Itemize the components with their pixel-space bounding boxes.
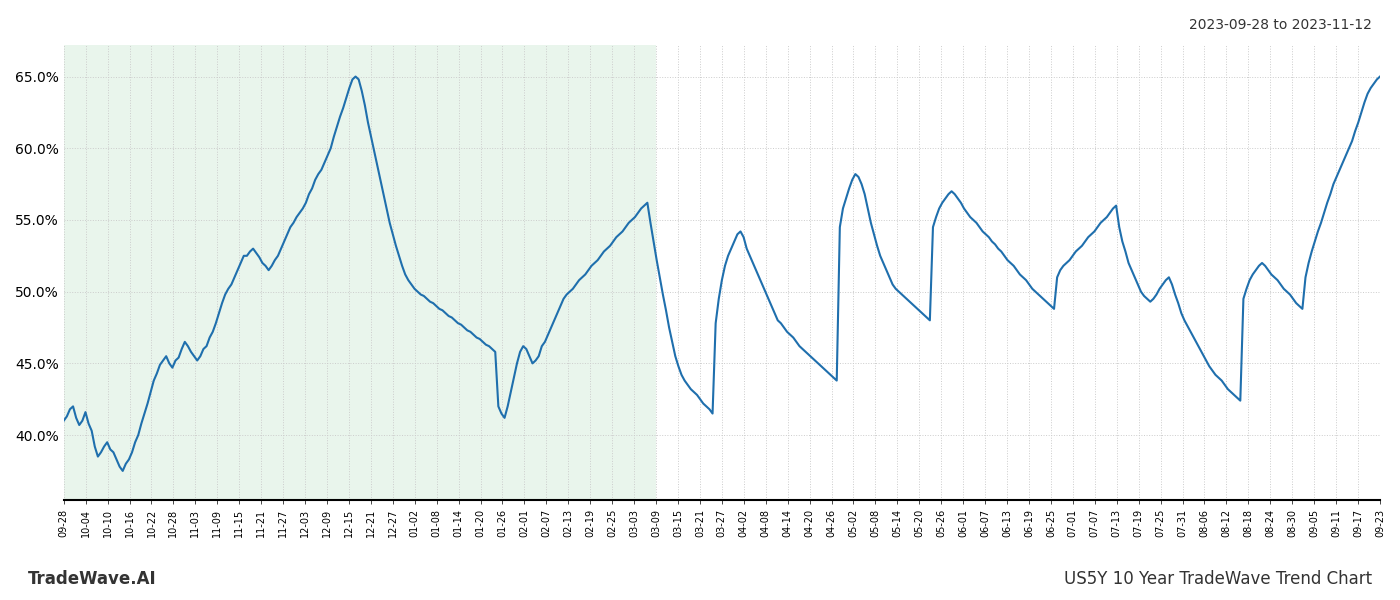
Text: 2023-09-28 to 2023-11-12: 2023-09-28 to 2023-11-12 [1189,18,1372,32]
Text: TradeWave.AI: TradeWave.AI [28,570,157,588]
Text: US5Y 10 Year TradeWave Trend Chart: US5Y 10 Year TradeWave Trend Chart [1064,570,1372,588]
Bar [64,45,657,500]
